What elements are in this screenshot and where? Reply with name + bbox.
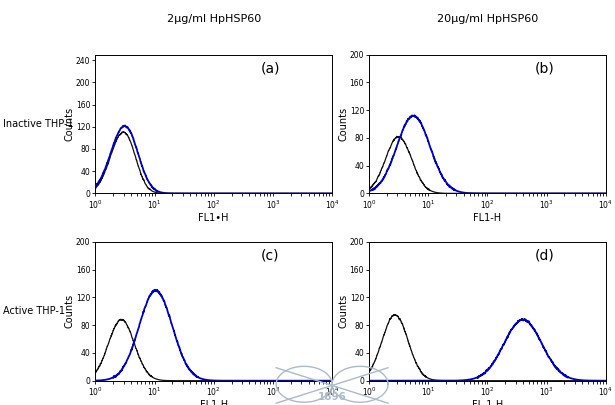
Y-axis label: Counts: Counts [338,107,348,141]
Text: (a): (a) [261,62,280,76]
X-axis label: FL1•H: FL1•H [199,213,229,223]
X-axis label: FL1-H: FL1-H [474,213,501,223]
Text: (c): (c) [261,249,280,263]
X-axis label: FL1-H: FL1-H [200,400,228,405]
Text: 1896: 1896 [318,392,346,402]
Text: 2μg/ml HpHSP60: 2μg/ml HpHSP60 [167,14,261,24]
Text: 20μg/ml HpHSP60: 20μg/ml HpHSP60 [437,14,538,24]
Y-axis label: Counts: Counts [65,107,74,141]
X-axis label: FL 1-H: FL 1-H [472,400,503,405]
Y-axis label: Counts: Counts [338,294,348,328]
Text: (b): (b) [535,62,555,76]
Y-axis label: Counts: Counts [65,294,74,328]
Text: Inactive THP-1: Inactive THP-1 [3,119,74,129]
Text: (d): (d) [535,249,555,263]
Text: Active THP-1: Active THP-1 [3,306,65,316]
